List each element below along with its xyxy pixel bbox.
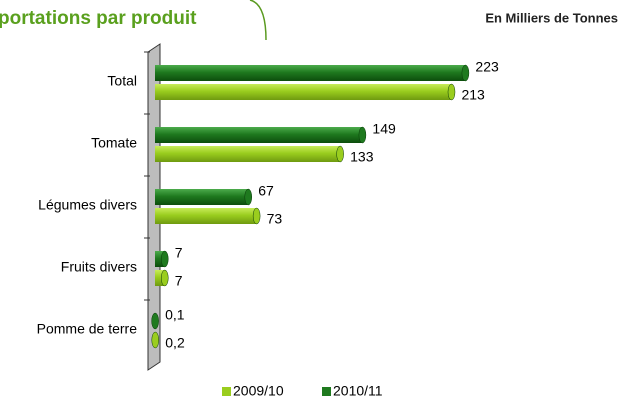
- legend-label: 2009/10: [233, 383, 284, 399]
- bar: [155, 127, 363, 143]
- data-label: 67: [258, 183, 274, 199]
- bar-cap: [160, 250, 169, 268]
- bar: [155, 270, 165, 286]
- axis-wall: [147, 43, 161, 371]
- bar: [155, 146, 341, 162]
- bar-cap: [358, 126, 367, 144]
- legend-swatch: [322, 387, 331, 396]
- bar-cap: [151, 331, 160, 349]
- bar: [155, 208, 257, 224]
- bar: [155, 65, 466, 81]
- bar-cap: [160, 269, 169, 287]
- y-tick-label: Tomate: [91, 135, 137, 151]
- y-tick-label: Légumes divers: [38, 197, 137, 213]
- bar-cap: [151, 312, 159, 330]
- bar-cap: [244, 188, 253, 206]
- data-label: 149: [372, 121, 396, 137]
- title-tab: [249, 0, 267, 41]
- data-label: 213: [461, 87, 485, 103]
- bar-cap: [447, 83, 456, 101]
- bar-cap: [461, 64, 470, 82]
- data-label: 7: [175, 273, 183, 289]
- y-tick-label: Fruits divers: [61, 259, 137, 275]
- chart-title: portations par produit: [0, 8, 197, 29]
- data-label: 73: [267, 211, 283, 227]
- data-label: 133: [350, 149, 374, 165]
- data-label: 0,1: [165, 307, 185, 323]
- bar: [155, 189, 249, 205]
- data-label: 223: [475, 59, 499, 75]
- bar: [155, 84, 452, 100]
- chart-subtitle: En Milliers de Tonnes: [485, 10, 618, 25]
- bar-cap: [252, 207, 261, 225]
- y-tick-label: Pomme de terre: [37, 321, 138, 337]
- legend-swatch: [222, 387, 231, 396]
- bar: [155, 251, 165, 267]
- data-label: 7: [175, 245, 183, 261]
- data-label: 0,2: [165, 335, 185, 351]
- bar-cap: [336, 145, 344, 163]
- y-tick-label: Total: [107, 73, 137, 89]
- legend-label: 2010/11: [333, 383, 383, 399]
